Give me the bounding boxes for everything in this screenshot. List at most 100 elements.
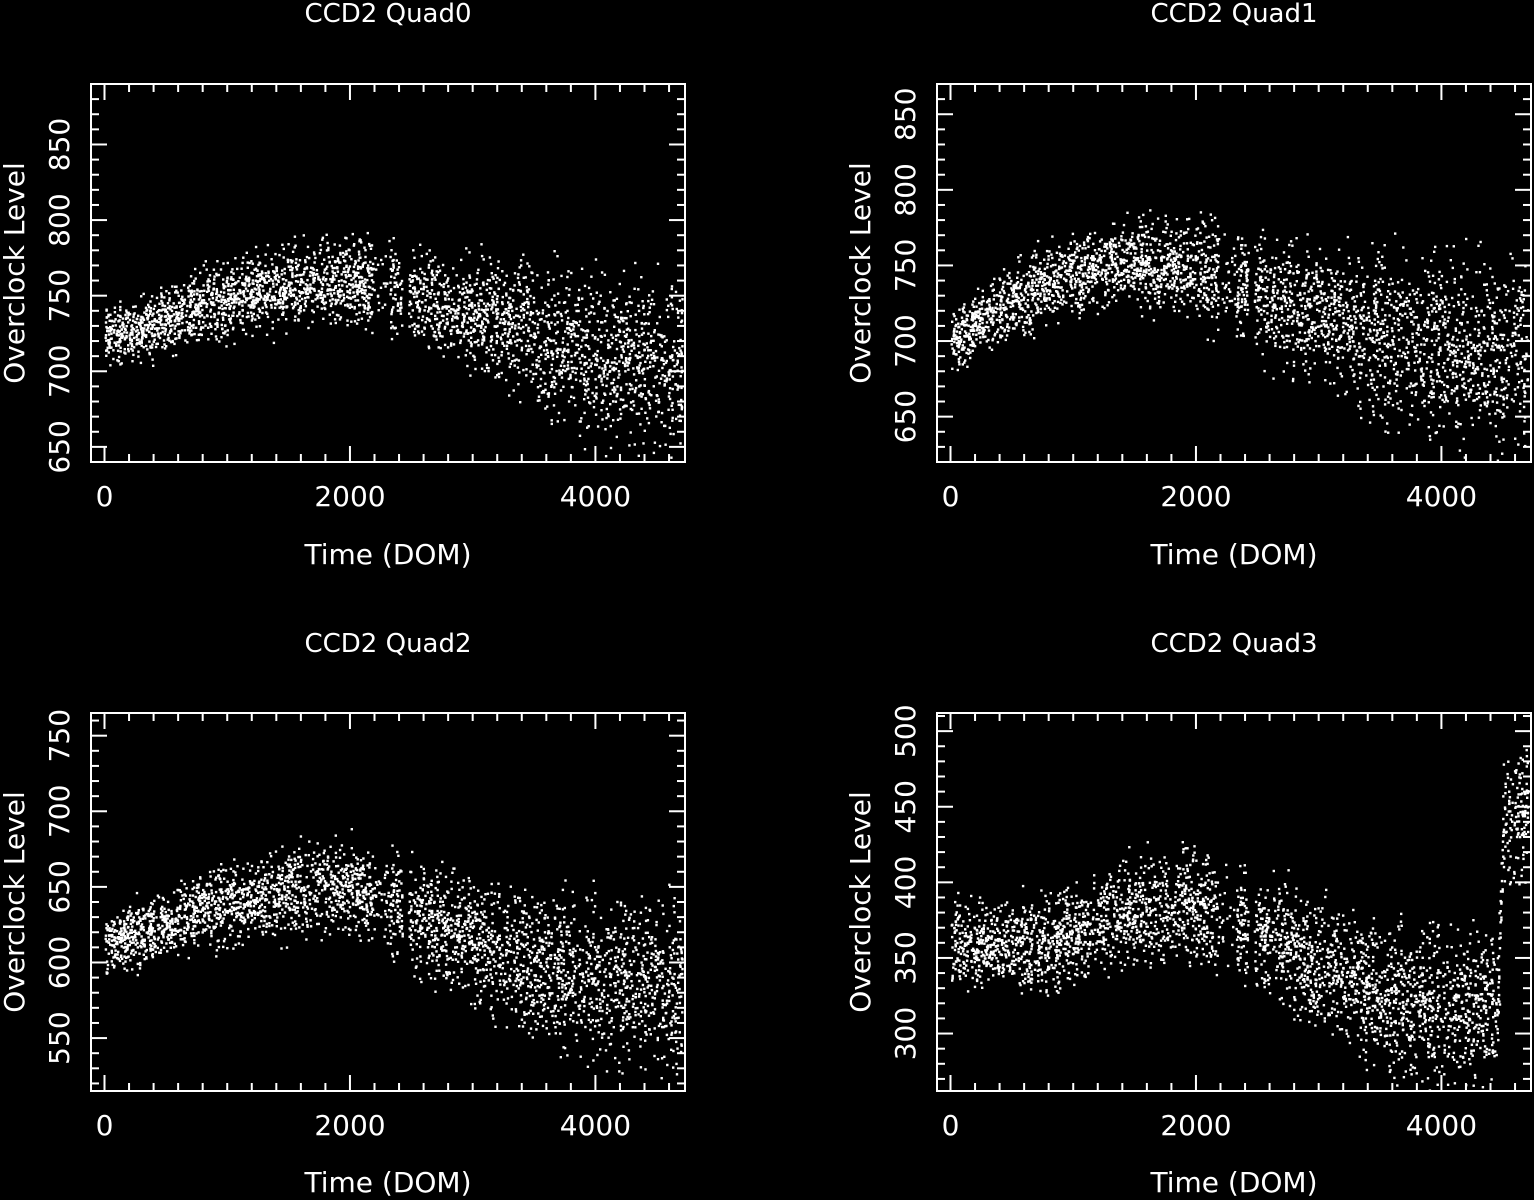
data-point [1316, 308, 1319, 311]
data-point [140, 338, 143, 342]
data-point [508, 394, 511, 397]
data-point [247, 276, 251, 279]
data-point [986, 308, 989, 311]
data-point [583, 379, 586, 382]
data-point [1512, 279, 1515, 283]
data-point [1386, 325, 1389, 328]
data-point [612, 299, 615, 302]
data-point [222, 302, 226, 305]
data-point [1433, 324, 1436, 327]
data-point [1114, 245, 1118, 249]
data-point [1438, 396, 1441, 399]
data-point [543, 372, 546, 375]
data-point [180, 289, 183, 292]
data-point [1149, 267, 1153, 271]
data-point [349, 274, 352, 277]
data-point [554, 304, 557, 307]
data-point [1404, 312, 1407, 315]
data-point [189, 303, 192, 306]
data-point [1447, 345, 1451, 349]
data-point [266, 274, 270, 277]
data-point [1027, 271, 1031, 274]
data-point [1371, 405, 1375, 408]
data-point [164, 310, 167, 313]
data-point [188, 330, 191, 334]
data-point [299, 305, 302, 308]
data-point [1365, 316, 1368, 320]
data-point [1035, 311, 1038, 315]
data-point [1289, 316, 1292, 319]
data-point [1324, 347, 1328, 351]
data-point [1506, 344, 1509, 347]
data-point [661, 357, 664, 360]
data-point [1346, 349, 1350, 352]
data-point [358, 276, 361, 279]
data-point [525, 285, 528, 289]
data-point [1051, 235, 1054, 238]
data-point [281, 243, 284, 246]
data-point [469, 326, 473, 329]
data-point [1045, 304, 1049, 307]
data-point [595, 363, 598, 367]
data-point [336, 257, 340, 260]
data-point [1310, 289, 1314, 292]
data-point [1325, 257, 1328, 260]
data-point [1189, 300, 1192, 303]
data-point [1212, 297, 1216, 301]
data-point [1043, 274, 1046, 277]
data-point [562, 349, 566, 352]
data-point [1153, 271, 1156, 274]
data-point [1449, 350, 1452, 353]
data-point [1005, 334, 1009, 337]
data-point [501, 342, 504, 345]
data-point [146, 318, 149, 321]
data-point [170, 305, 174, 309]
data-point [533, 343, 536, 346]
data-point [1096, 266, 1100, 269]
data-point [1211, 276, 1214, 280]
data-point [171, 285, 174, 288]
data-point [1032, 288, 1035, 292]
data-point [1349, 288, 1353, 291]
data-point [649, 361, 652, 364]
data-point [415, 301, 418, 304]
data-point [1056, 272, 1060, 275]
data-point [486, 319, 489, 322]
data-point [515, 358, 518, 361]
data-point [494, 274, 497, 277]
data-point [614, 388, 617, 391]
data-point [437, 271, 440, 274]
data-point [635, 412, 639, 415]
data-point [616, 316, 620, 319]
data-point [553, 386, 556, 389]
data-point [366, 312, 369, 315]
data-point [1227, 281, 1231, 285]
data-point [1419, 351, 1422, 354]
data-point [413, 274, 417, 277]
data-point [497, 359, 501, 363]
data-point [620, 356, 623, 359]
data-point [634, 261, 637, 265]
data-point [127, 313, 130, 317]
data-point [135, 334, 139, 337]
data-point [1438, 379, 1442, 383]
data-point [990, 348, 994, 351]
data-point [457, 355, 460, 359]
data-point [1288, 261, 1291, 265]
data-point [291, 307, 295, 310]
data-point [251, 334, 254, 338]
data-point [1011, 304, 1015, 308]
data-point [605, 314, 608, 317]
data-point [587, 377, 590, 381]
data-point [993, 294, 996, 297]
data-point [657, 369, 661, 372]
data-point [1277, 297, 1280, 300]
data-point [161, 326, 164, 330]
data-point [547, 279, 550, 282]
data-point [1072, 261, 1075, 264]
data-point [1374, 307, 1378, 310]
data-point [1353, 345, 1356, 348]
data-point [452, 302, 456, 305]
data-point [1324, 298, 1327, 301]
data-point [1012, 318, 1015, 321]
